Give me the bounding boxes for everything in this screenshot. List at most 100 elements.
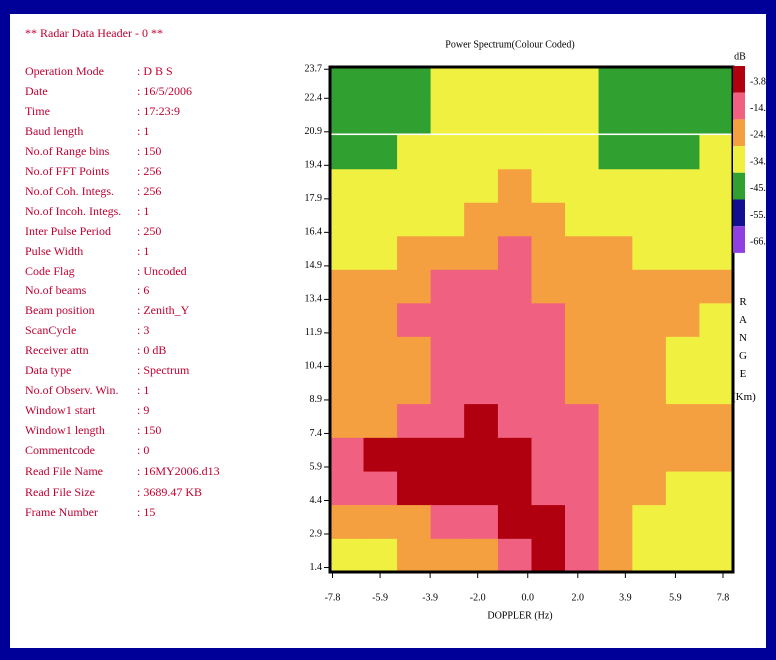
header-label: Beam position [25,303,95,318]
heatmap-cell [666,236,700,270]
heatmap-cell [565,202,599,236]
chart-title: Power Spectrum(Colour Coded) [445,39,574,50]
heatmap-cell [431,99,465,133]
heatmap-cell [330,505,364,539]
heatmap-cell [666,303,700,337]
colorbar-swatch [733,173,745,200]
heatmap-cell [498,437,532,471]
heatmap-cell [431,437,465,471]
heatmap-cell [666,99,700,133]
heatmap-cell [699,404,733,438]
heatmap-cell [666,135,700,169]
header-value: : 256 [137,164,161,179]
heatmap-cell [699,303,733,337]
header-label: No.of Coh. Integs. [25,184,114,199]
header-label: ScanCycle [25,323,76,338]
header-value: : 1 [137,204,149,219]
header-label: Time [25,104,50,119]
heatmap-cell [431,68,465,102]
heatmap-cell [531,404,565,438]
y-tick-label: 22.4 [305,93,323,104]
heatmap-cell [397,202,431,236]
colorbar-label: -45.35 [750,183,766,194]
heatmap-cell [464,404,498,438]
heatmap-cell [364,538,398,572]
heatmap-cell [397,269,431,303]
header-value: : 1 [137,244,149,259]
heatmap-cell [364,336,398,370]
x-tick-label: 3.9 [619,592,632,603]
heatmap-cell [464,269,498,303]
header-value: : Zenith_Y [137,303,189,318]
heatmap-cell [565,336,599,370]
y-tick-label: 16.4 [305,227,323,238]
x-axis-label: DOPPLER (Hz) [487,610,552,621]
heatmap-cell [330,236,364,270]
header-value: : 16MY2006.d13 [137,464,220,479]
heatmap-cell [464,68,498,102]
colorbar-swatch [733,66,745,93]
heatmap-cell [431,336,465,370]
chart: Power Spectrum(Colour Coded) dB DOPPLER … [10,14,766,648]
header-value: : 0 dB [137,343,166,358]
heatmap-cell [330,169,364,203]
heatmap-cell [565,68,599,102]
header-value: : 1 [137,124,149,139]
heatmap-cell [330,303,364,337]
heatmap-cell [498,135,532,169]
heatmap-cell [565,99,599,133]
header-value: : 17:23:9 [137,104,180,119]
heatmap-cell [632,202,666,236]
heatmap-cell [531,505,565,539]
y-tick-label: 5.9 [310,461,323,472]
heatmap-cell [397,404,431,438]
heatmap-cell [498,68,532,102]
heatmap-cell [364,404,398,438]
heatmap-cell [397,99,431,133]
heatmap-cell [531,169,565,203]
y-tick-label: 17.9 [305,193,323,204]
heatmap-cell [565,538,599,572]
heatmap-cell [464,471,498,505]
heatmap-cell [599,269,633,303]
header-label: Commentcode [25,443,95,458]
heatmap-cell [431,404,465,438]
heatmap-cell [599,202,633,236]
heatmap-cell [330,404,364,438]
heatmap-cell [632,404,666,438]
heatmap-cell [632,505,666,539]
heatmap-cell [397,471,431,505]
heatmap-cell [531,437,565,471]
heatmap-cell [599,505,633,539]
heatmap-cell [397,370,431,404]
header-label: Window1 start [25,403,96,418]
heatmap-cell [531,135,565,169]
heatmap-cell [666,505,700,539]
heatmap-cell [632,269,666,303]
heatmap-cell [364,269,398,303]
heatmap-cell [431,505,465,539]
heatmap-cell [531,336,565,370]
heatmap-cell [397,336,431,370]
heatmap-cell [699,236,733,270]
heatmap-cell [565,437,599,471]
heatmap-cell [431,370,465,404]
colorbar-title: dB [734,51,746,62]
y-tick-label: 13.4 [305,294,323,305]
heatmap-cell [531,303,565,337]
heatmap-cell [431,303,465,337]
heatmap-cell [431,471,465,505]
header-label: Frame Number [25,505,98,520]
heatmap-cell [364,370,398,404]
header-value: : 250 [137,224,161,239]
heatmap-cell [599,135,633,169]
heatmap-cell [699,505,733,539]
heatmap-cell [666,202,700,236]
header-value: : 9 [137,403,149,418]
heatmap-cell [666,370,700,404]
heatmap-cell [431,236,465,270]
heatmap-cell [364,135,398,169]
heatmap-cell [464,336,498,370]
header-label: No.of Range bins [25,144,109,159]
x-tick-label: 2.0 [572,592,585,603]
